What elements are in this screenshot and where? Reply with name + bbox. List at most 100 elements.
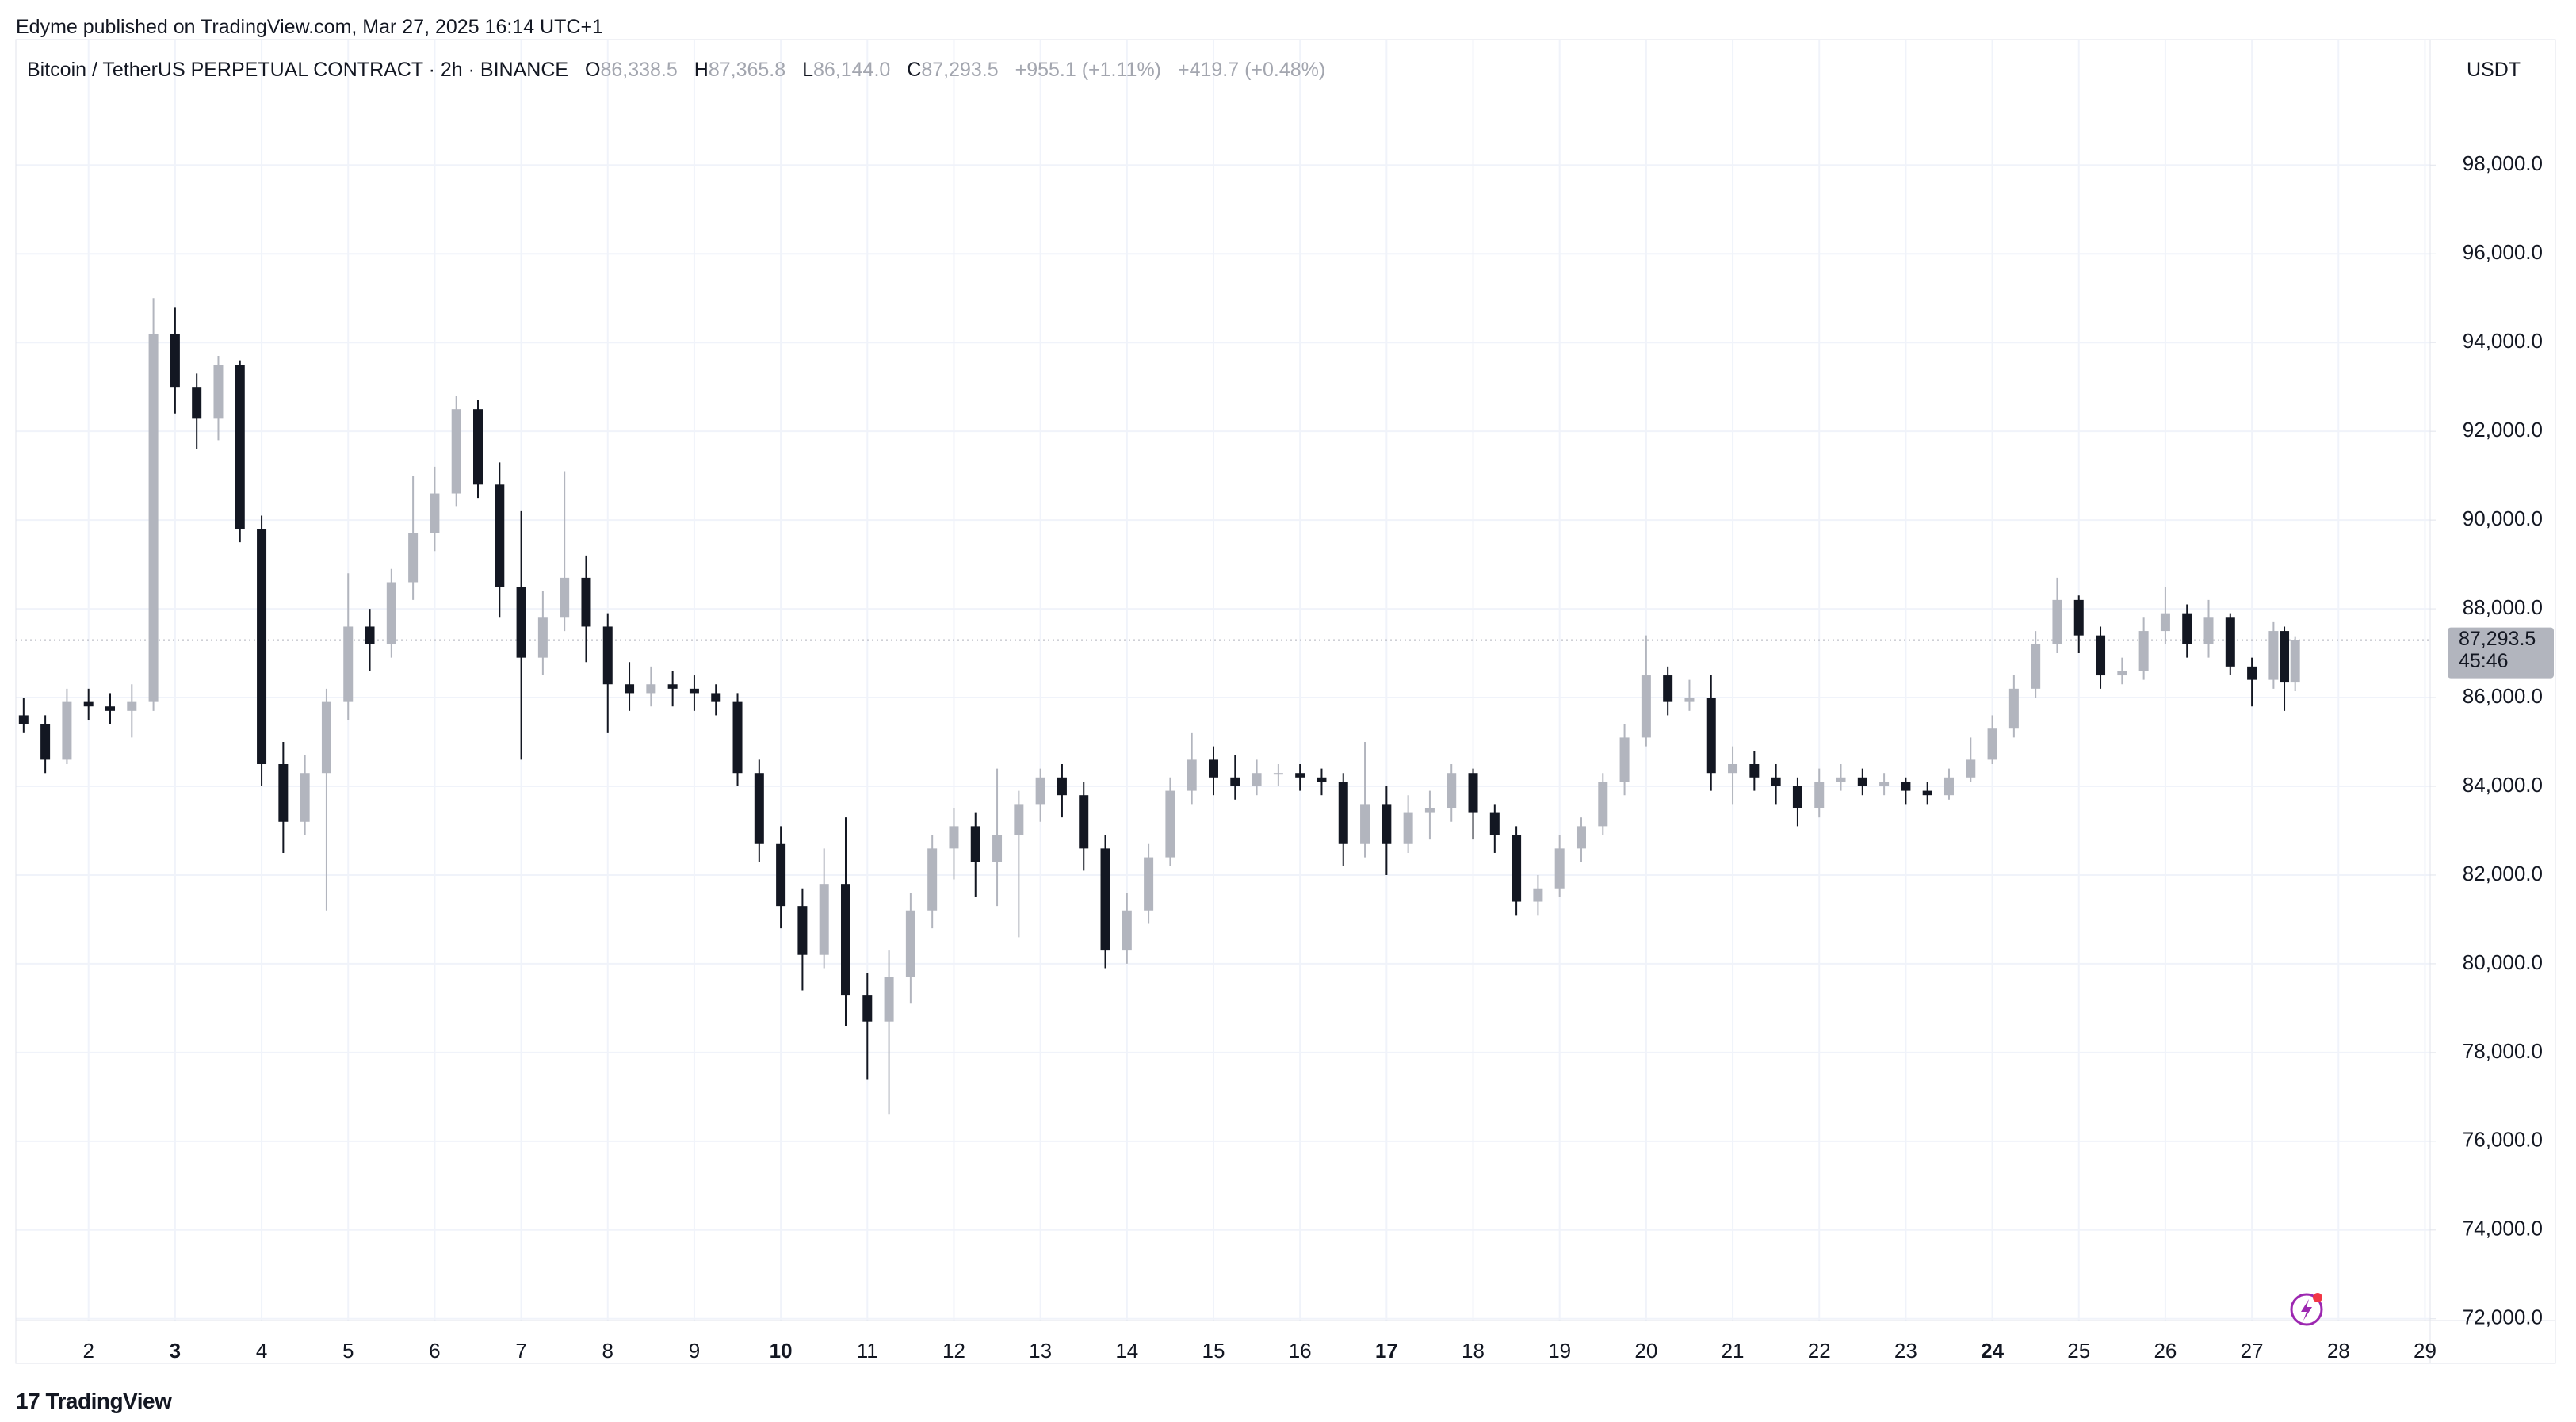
- candle-body: [430, 493, 440, 533]
- legend-value: 86,144.0: [813, 59, 891, 81]
- candle-body: [1987, 728, 1997, 760]
- candle-body: [1749, 764, 1760, 778]
- candle-body: [754, 773, 764, 844]
- y-tick-label: 92,000.0: [2463, 418, 2543, 442]
- candle-body: [18, 715, 29, 724]
- candle-body: [560, 577, 570, 618]
- candle-body: [192, 387, 202, 419]
- candle-body: [365, 626, 375, 644]
- candle-body: [2031, 644, 2041, 689]
- legend-key: H: [694, 59, 709, 81]
- candle-body: [1533, 888, 1543, 902]
- y-tick-label: 96,000.0: [2463, 240, 2543, 264]
- plot-frame: [15, 39, 2556, 1364]
- x-tick-label: 25: [2067, 1339, 2090, 1363]
- x-tick-label: 21: [1722, 1339, 1745, 1363]
- candle-body: [1317, 777, 1327, 782]
- last-price-badge: [2448, 627, 2554, 679]
- logo-mark: 17: [16, 1389, 46, 1413]
- x-tick-label: 14: [1115, 1339, 1138, 1363]
- candle-body: [451, 409, 461, 494]
- x-tick-label: 6: [429, 1339, 440, 1363]
- x-tick-label: 23: [1894, 1339, 1917, 1363]
- candle-body: [537, 617, 548, 658]
- candle-body: [516, 587, 526, 658]
- candle-body: [1706, 698, 1716, 774]
- candle-body: [2073, 599, 2084, 636]
- x-tick-label: 13: [1029, 1339, 1052, 1363]
- candle-body: [862, 995, 873, 1022]
- candle-body: [1663, 675, 1673, 702]
- candle-body: [1208, 759, 1218, 778]
- candle-body: [1468, 773, 1478, 813]
- candle-body: [1943, 777, 1954, 796]
- candle-body: [1619, 737, 1630, 782]
- x-tick-label: 9: [689, 1339, 700, 1363]
- x-tick-label: 12: [942, 1339, 965, 1363]
- candle-body: [884, 977, 894, 1022]
- candle-body: [278, 764, 289, 822]
- candle-body: [1814, 782, 1825, 808]
- icon-dot: [2313, 1293, 2322, 1302]
- x-tick-label: 5: [342, 1339, 354, 1363]
- candle-body: [1230, 777, 1240, 786]
- candle-body: [495, 484, 505, 587]
- x-tick-label: 28: [2327, 1339, 2350, 1363]
- candle-body: [148, 333, 159, 702]
- candle-body: [1684, 698, 1695, 702]
- candle-body: [970, 826, 980, 862]
- candle-body: [1512, 835, 1522, 902]
- x-tick-label: 8: [602, 1339, 613, 1363]
- candle-body: [1922, 790, 1932, 796]
- publish-info: Edyme published on TradingView.com, Mar …: [16, 16, 603, 38]
- candle-body: [1857, 777, 1867, 786]
- candle-body: [905, 910, 915, 977]
- candle-body: [170, 333, 180, 388]
- y-tick-label: 76,000.0: [2463, 1128, 2543, 1152]
- candle-body: [625, 684, 635, 694]
- candle-body: [1598, 782, 1608, 827]
- candle-body: [2117, 671, 2127, 676]
- x-tick-label: 3: [170, 1339, 181, 1363]
- brand-logo[interactable]: 17 TradingView: [16, 1389, 172, 1414]
- candle-body: [1771, 777, 1781, 786]
- candle-body: [1901, 782, 1911, 791]
- candle-body: [1187, 759, 1197, 791]
- x-tick-label: 7: [515, 1339, 526, 1363]
- legend-value: 87,293.5: [921, 59, 999, 81]
- x-tick-label: 18: [1462, 1339, 1485, 1363]
- symbol-title: Bitcoin / TetherUS PERPETUAL CONTRACT · …: [27, 59, 569, 81]
- currency-label[interactable]: USDT: [2467, 59, 2521, 81]
- candle-body: [1728, 764, 1738, 774]
- candle-body: [257, 529, 267, 765]
- candle-body: [2052, 599, 2062, 644]
- last-price-label: 87,293.5: [2459, 628, 2536, 650]
- x-tick-label: 29: [2414, 1339, 2436, 1363]
- candle-body: [1792, 786, 1802, 808]
- candle-body: [213, 365, 224, 419]
- candle-body: [646, 684, 656, 694]
- x-tick-label: 24: [1981, 1339, 2004, 1363]
- candle-body: [602, 626, 613, 685]
- brand-name: TradingView: [45, 1389, 172, 1413]
- candle-body: [1165, 790, 1175, 858]
- candle-body: [321, 701, 331, 774]
- candle-body: [2203, 617, 2214, 644]
- candle-body: [2008, 688, 2019, 729]
- candle-body: [2138, 631, 2149, 671]
- x-tick-label: 15: [1202, 1339, 1225, 1363]
- candle-body: [1035, 777, 1045, 805]
- icon-bolt: [2301, 1299, 2312, 1321]
- candle-body: [1014, 804, 1024, 835]
- alert-icon[interactable]: [2290, 1293, 2323, 1326]
- candle-body: [667, 684, 678, 689]
- y-tick-label: 80,000.0: [2463, 950, 2543, 974]
- candle-body: [927, 848, 938, 911]
- candle-body: [2290, 640, 2300, 683]
- candle-body: [581, 577, 591, 627]
- candle-body: [1079, 795, 1089, 849]
- candle-body: [1424, 808, 1435, 813]
- legend-change: +419.7 (+0.48%): [1177, 59, 1326, 81]
